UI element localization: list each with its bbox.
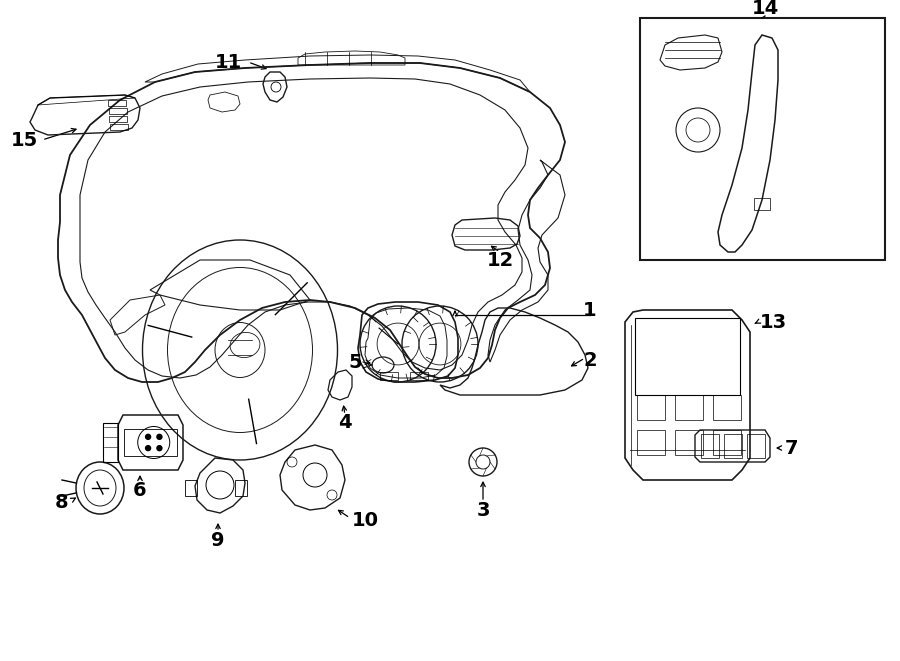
Bar	[103, 423, 118, 462]
Text: 6: 6	[133, 481, 147, 500]
Bar	[713, 430, 741, 455]
Circle shape	[157, 446, 162, 451]
Bar	[109, 108, 127, 114]
Text: 15: 15	[11, 130, 38, 149]
Text: 8: 8	[54, 492, 68, 512]
Bar	[713, 395, 741, 420]
Bar	[410, 372, 428, 380]
Text: 5: 5	[348, 352, 362, 371]
Bar	[640, 18, 885, 260]
Bar	[109, 116, 127, 122]
Text: 10: 10	[352, 510, 379, 529]
Bar	[675, 430, 703, 455]
Text: 7: 7	[785, 438, 798, 457]
Circle shape	[146, 434, 150, 440]
Bar	[235, 480, 247, 496]
Bar	[675, 395, 703, 420]
Bar	[637, 395, 665, 420]
Bar	[108, 100, 126, 106]
Bar	[110, 124, 128, 130]
Text: 14: 14	[752, 0, 778, 17]
Text: 12: 12	[486, 251, 514, 270]
Bar	[635, 318, 740, 395]
Text: 11: 11	[215, 52, 242, 71]
Text: 3: 3	[476, 500, 490, 520]
Circle shape	[157, 434, 162, 440]
Bar	[754, 198, 770, 210]
Bar	[637, 430, 665, 455]
Text: 2: 2	[583, 350, 597, 369]
Text: 4: 4	[338, 412, 352, 432]
Bar	[724, 434, 742, 458]
Bar	[701, 434, 719, 458]
Text: 13: 13	[760, 313, 788, 332]
Bar	[185, 480, 197, 496]
Text: 9: 9	[212, 531, 225, 549]
Bar	[747, 434, 765, 458]
Text: 1: 1	[583, 301, 597, 319]
Bar	[380, 372, 398, 380]
Circle shape	[146, 446, 150, 451]
